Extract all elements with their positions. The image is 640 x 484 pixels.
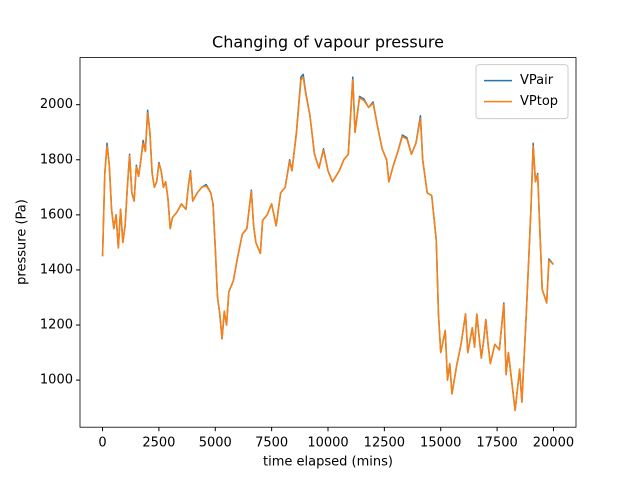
y-tick-label: 1200 xyxy=(40,318,73,333)
x-tick-label: 15000 xyxy=(420,436,461,451)
x-tick-label: 0 xyxy=(98,436,106,451)
x-tick-label: 5000 xyxy=(199,436,232,451)
x-tick-label: 12500 xyxy=(364,436,405,451)
legend-label: VPair xyxy=(520,73,554,88)
legend-box xyxy=(475,64,569,120)
plot-frame xyxy=(79,57,577,428)
x-tick-label: 2500 xyxy=(142,436,175,451)
series-line xyxy=(101,76,554,412)
x-tick-label: 17500 xyxy=(476,436,517,451)
x-tick-label: 10000 xyxy=(307,436,348,451)
y-axis-label: pressure (Pa) xyxy=(15,199,30,285)
y-tick-label: 1400 xyxy=(40,262,73,277)
x-tick-label: 20000 xyxy=(533,436,574,451)
chart-title: Changing of vapour pressure xyxy=(212,33,444,52)
y-tick-label: 1000 xyxy=(40,373,73,388)
y-tick-label: 1600 xyxy=(40,207,73,222)
legend-label: VPtop xyxy=(520,94,558,109)
y-tick-label: 1800 xyxy=(40,152,73,167)
y-tick-label: 2000 xyxy=(40,97,73,112)
x-tick-label: 7500 xyxy=(255,436,288,451)
x-axis-label: time elapsed (mins) xyxy=(263,455,393,470)
